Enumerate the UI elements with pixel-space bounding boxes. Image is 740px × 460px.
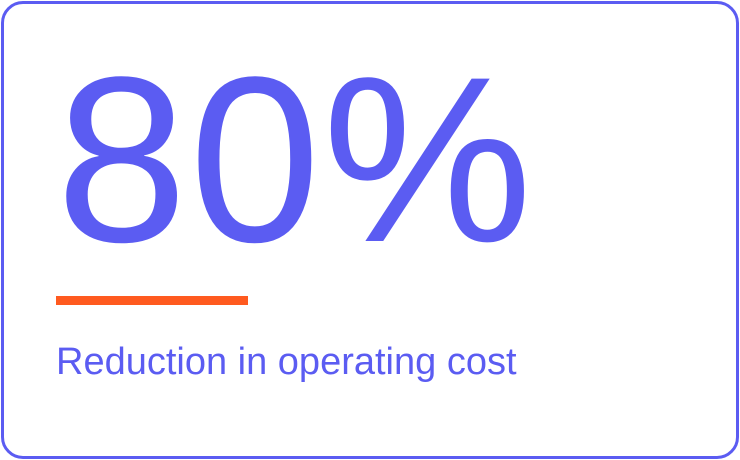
stat-value: 80% [56, 28, 535, 292]
stat-label: Reduction in operating cost [56, 341, 517, 383]
accent-underline [56, 296, 248, 305]
